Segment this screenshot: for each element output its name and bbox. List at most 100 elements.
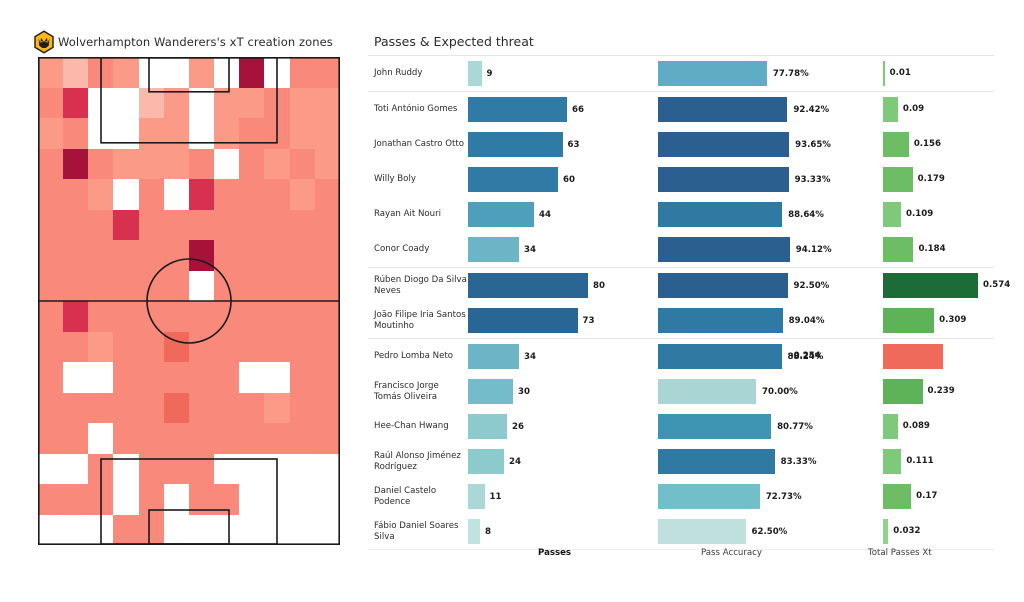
heatmap-cell bbox=[239, 331, 265, 362]
accuracy-value: 83.33% bbox=[780, 456, 817, 467]
footer-label-xt[interactable]: Total Passes Xt bbox=[868, 548, 932, 558]
heatmap-cell bbox=[88, 453, 114, 484]
table-row[interactable]: Francisco Jorge Tomás Oliveira 30 70.00% 0.… bbox=[368, 374, 994, 409]
xt-cell: 0.156 bbox=[870, 127, 994, 162]
player-name: Toti António Gomes bbox=[374, 104, 458, 115]
passes-value: 80 bbox=[593, 280, 605, 291]
heatmap-cell bbox=[289, 57, 315, 88]
heatmap-cell bbox=[289, 240, 315, 271]
heatmap-cell bbox=[138, 484, 164, 515]
heatmap-cell bbox=[314, 270, 340, 301]
heatmap-cell bbox=[113, 57, 139, 88]
passes-value: 26 bbox=[512, 421, 524, 432]
xt-value: 0.109 bbox=[906, 209, 934, 219]
xt-bar bbox=[883, 449, 902, 474]
accuracy-cell: 94.12% bbox=[658, 237, 870, 262]
heatmap-cell bbox=[63, 118, 89, 149]
table-row[interactable]: Toti António Gomes 66 92.42% 0.09 bbox=[368, 92, 994, 127]
passes-cell: 8 bbox=[468, 519, 658, 544]
xt-value: 0.156 bbox=[913, 139, 941, 149]
heatmap-cell bbox=[214, 118, 240, 149]
accuracy-cell: 70.00% bbox=[658, 379, 870, 404]
table-row[interactable]: Raúl Alonso Jiménez Rodríguez 24 83.33% 0.1… bbox=[368, 444, 994, 479]
heatmap-cell bbox=[138, 362, 164, 393]
xt-value: 0.574 bbox=[983, 280, 1011, 290]
table-row[interactable]: Willy Boly 60 93.33% 0.179 bbox=[368, 162, 994, 197]
heatmap-cell bbox=[38, 118, 64, 149]
xt-cell: 0.179 bbox=[870, 162, 994, 197]
table-row[interactable]: Jonathan Castro Otto 63 93.65% 0.156 bbox=[368, 127, 994, 162]
xt-cell: 0.239 bbox=[870, 374, 994, 409]
heatmap-cell bbox=[239, 87, 265, 118]
player-name: Rayan Ait Nouri bbox=[374, 209, 442, 220]
heatmap-cell bbox=[264, 118, 290, 149]
passes-bar bbox=[468, 414, 507, 439]
heatmap-cell bbox=[314, 57, 340, 88]
bars-panel: Passes & Expected threat John Ruddy 9 77.7… bbox=[368, 0, 1024, 602]
table-row[interactable]: Rúben Diogo Da Silva Neves 80 92.50% 0.574 bbox=[368, 268, 1010, 303]
heatmap-cell bbox=[88, 179, 114, 210]
heatmap-cell bbox=[113, 453, 139, 484]
table-separator bbox=[368, 55, 994, 56]
table-row[interactable]: Rayan Ait Nouri 44 88.64% 0.109 bbox=[368, 197, 994, 232]
table-row[interactable]: Conor Coady 34 94.12% 0.184 bbox=[368, 232, 994, 267]
heatmap-cell bbox=[264, 362, 290, 393]
heatmap-cell bbox=[188, 118, 215, 149]
accuracy-bar bbox=[658, 449, 775, 474]
table-row[interactable]: João Filipe Iria Santos Moutinho 73 89.04%… bbox=[368, 303, 994, 338]
table-row[interactable]: Pedro Lomba Neto 34 88.24% -0.254 bbox=[368, 339, 994, 374]
heatmap-cell bbox=[63, 57, 89, 88]
accuracy-bar bbox=[658, 61, 767, 86]
heatmap-cell bbox=[188, 240, 215, 271]
table-row[interactable]: Hee-Chan Hwang 26 80.77% 0.089 bbox=[368, 409, 994, 444]
table-row[interactable]: Daniel Castelo Podence 11 72.73% 0.17 bbox=[368, 479, 994, 514]
heatmap-cell bbox=[163, 301, 189, 332]
heatmap-cell bbox=[38, 362, 64, 393]
footer-label-accuracy[interactable]: Pass Accuracy bbox=[701, 548, 762, 558]
heatmap-cell bbox=[239, 209, 265, 240]
heatmap-cell bbox=[214, 270, 240, 301]
player-name: João Filipe Iria Santos Moutinho bbox=[374, 310, 466, 331]
accuracy-bar bbox=[658, 519, 746, 544]
heatmap-cell bbox=[289, 484, 315, 515]
xt-bar bbox=[883, 132, 909, 157]
heatmap-cell bbox=[88, 270, 114, 301]
heatmap-cell bbox=[214, 514, 240, 545]
passes-bar bbox=[468, 484, 485, 509]
heatmap-cell bbox=[188, 148, 215, 179]
heatmap-cell bbox=[113, 423, 139, 454]
accuracy-value: 88.64% bbox=[788, 209, 824, 220]
passes-value: 30 bbox=[518, 386, 530, 397]
accuracy-cell: 80.77% bbox=[658, 414, 870, 439]
passes-bar bbox=[468, 379, 513, 404]
accuracy-cell: 92.50% bbox=[658, 273, 870, 298]
heatmap-cell bbox=[289, 209, 315, 240]
heatmap-cell bbox=[188, 362, 215, 393]
table-row[interactable]: Fábio Daniel Soares Silva 8 62.50% 0.032 bbox=[368, 514, 994, 549]
pitch-title-label: Wolverhampton Wanderers's xT creation zo… bbox=[58, 35, 333, 49]
heatmap-cell bbox=[138, 301, 164, 332]
heatmap-cell bbox=[188, 87, 215, 118]
group-separator bbox=[368, 338, 994, 339]
heatmap-cell bbox=[314, 514, 340, 545]
passes-value: 8 bbox=[485, 526, 491, 537]
table-row[interactable]: John Ruddy 9 77.78% 0.01 bbox=[368, 56, 994, 91]
heatmap-cell bbox=[188, 57, 215, 88]
heatmap-cell bbox=[38, 87, 64, 118]
heatmap-cell bbox=[38, 392, 64, 423]
heatmap-cell bbox=[38, 514, 64, 545]
heatmap-cell bbox=[314, 301, 340, 332]
heatmap-cell bbox=[289, 423, 315, 454]
heatmap-cell bbox=[239, 301, 265, 332]
heatmap-cell bbox=[163, 392, 189, 423]
pitch-title: Wolverhampton Wanderers's xT creation zo… bbox=[32, 30, 333, 54]
table-title: Passes & Expected threat bbox=[374, 34, 534, 49]
accuracy-value: 93.33% bbox=[794, 174, 831, 185]
heatmap-cell bbox=[38, 179, 64, 210]
accuracy-value: 62.50% bbox=[751, 526, 788, 537]
accuracy-value: 92.50% bbox=[793, 280, 830, 291]
passes-value: 66 bbox=[572, 104, 584, 115]
heatmap-cell bbox=[214, 148, 240, 179]
footer-label-passes[interactable]: Passes bbox=[538, 548, 572, 558]
heatmap-cell bbox=[113, 179, 139, 210]
